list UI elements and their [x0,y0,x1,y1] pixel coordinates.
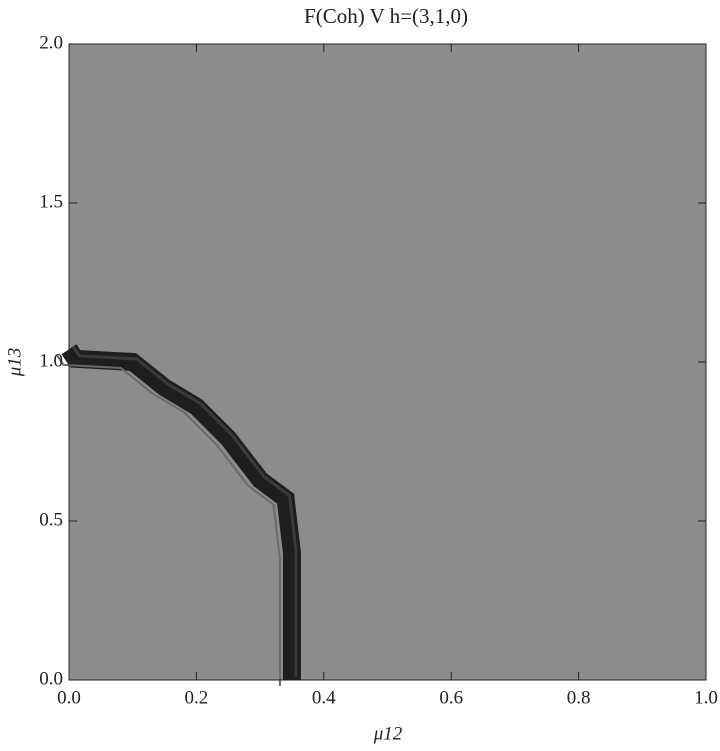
x-tick-label: 0.0 [57,687,81,708]
contour-line [56,354,281,686]
y-tick-label: 1.0 [39,350,63,371]
chart-title: F(Coh) V h=(3,1,0) [304,4,468,28]
x-axis-label: μ12 [373,723,403,744]
x-tick-label: 0.8 [567,687,591,708]
x-tick-label: 1.0 [694,687,718,708]
contour-line [71,345,298,677]
y-tick-label: 0.5 [39,509,63,530]
y-axis-label: μ13 [4,348,25,378]
x-tick-label: 0.4 [312,687,336,708]
y-tick-label: 2.0 [39,32,63,53]
plot-area [69,44,706,680]
contour-band [61,344,301,680]
x-tick-label: 0.2 [185,687,209,708]
x-tick-label: 0.6 [439,687,463,708]
y-tick-label: 1.5 [39,191,63,212]
y-tick-label: 0.0 [39,668,63,689]
